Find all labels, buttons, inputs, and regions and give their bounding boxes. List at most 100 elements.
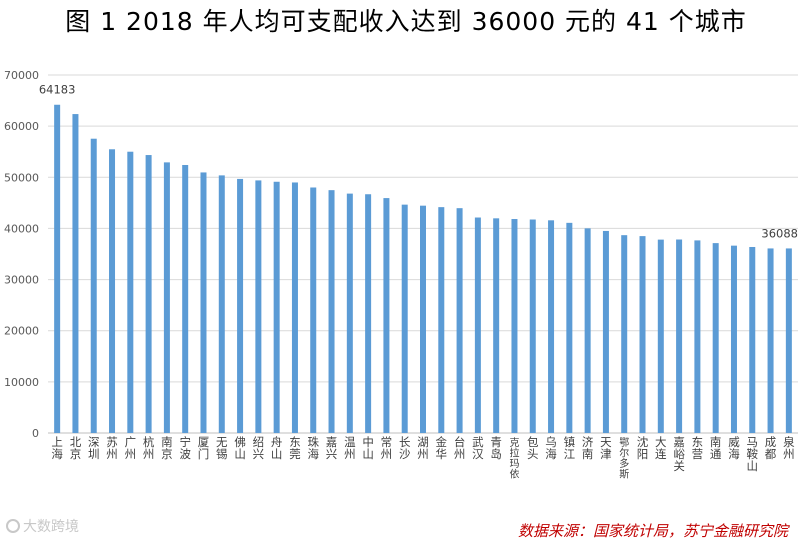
x-tick-label: 苏州	[106, 435, 118, 461]
watermark: 大数跨境	[6, 516, 79, 536]
x-tick-label: 镇江	[564, 435, 576, 461]
bar	[127, 151, 134, 433]
x-tick-label: 鄂尔多斯	[619, 437, 629, 481]
bar	[328, 190, 335, 433]
bar	[218, 175, 225, 433]
x-tick-label: 克拉玛依	[509, 437, 519, 481]
bar	[474, 217, 481, 433]
bar	[72, 114, 79, 434]
y-tick-label: 30000	[4, 274, 39, 287]
y-tick-label: 0	[32, 427, 39, 440]
x-tick-label: 宁波	[179, 435, 191, 461]
x-tick-label: 武汉	[472, 435, 484, 461]
x-tick-label: 深圳	[88, 435, 100, 461]
bar	[438, 207, 445, 433]
bar	[548, 220, 555, 433]
y-tick-label: 10000	[4, 376, 39, 389]
x-tick-label: 佛山	[234, 435, 246, 461]
x-tick-label: 珠海	[307, 435, 319, 461]
bar	[730, 245, 737, 433]
x-tick-label: 东营	[692, 435, 704, 461]
x-tick-label: 嘉峪关	[673, 435, 685, 473]
x-tick-label: 包头	[527, 435, 539, 461]
bar	[163, 162, 170, 434]
bar	[365, 194, 372, 433]
bar	[749, 246, 756, 433]
y-tick-label: 40000	[4, 222, 39, 235]
watermark-text: 大数跨境	[23, 519, 79, 535]
data-labels: 64183 36088	[39, 83, 798, 241]
x-tick-label: 乌海	[545, 435, 557, 461]
x-tick-label: 嘉兴	[326, 435, 338, 461]
x-tick-label: 威海	[728, 435, 740, 461]
page-title: 图 1 2018 年人均可支配收入达到 36000 元的 41 个城市	[65, 7, 747, 36]
bar	[657, 239, 664, 433]
x-tick-label: 舟山	[271, 435, 283, 461]
bar	[529, 219, 536, 433]
bar	[785, 248, 792, 433]
x-tick-label: 青岛	[490, 435, 502, 461]
x-tick-label: 南京	[161, 435, 173, 461]
bar	[712, 243, 719, 433]
bar	[566, 222, 573, 433]
bar	[383, 198, 390, 433]
x-tick-label: 东莞	[289, 435, 301, 461]
bar	[456, 208, 463, 433]
bar	[145, 155, 152, 433]
watermark-logo-icon	[6, 519, 20, 533]
bar	[420, 205, 426, 433]
bar	[602, 230, 609, 433]
y-tick-label: 50000	[4, 171, 39, 184]
bar	[493, 218, 500, 433]
bars	[54, 104, 792, 434]
x-tick-label: 大连	[655, 435, 667, 461]
bar	[90, 138, 97, 433]
x-tick-label: 成都	[765, 435, 777, 461]
x-tick-label: 广州	[125, 435, 137, 461]
bar	[182, 165, 189, 433]
x-tick-label: 天津	[600, 435, 612, 461]
x-tick-label: 马鞍山	[747, 435, 759, 473]
x-axis: 上海北京深圳苏州广州杭州南京宁波厦门无锡佛山绍兴舟山东莞珠海嘉兴温州中山常州长沙…	[51, 435, 795, 481]
x-tick-label: 南通	[710, 435, 722, 461]
bar	[694, 240, 701, 433]
x-tick-label: 厦门	[198, 435, 210, 461]
bar	[291, 182, 298, 433]
y-tick-label: 70000	[4, 69, 39, 82]
bar	[255, 180, 262, 433]
x-tick-label: 温州	[344, 435, 356, 461]
data-source: 数据来源：国家统计局，苏宁金融研究院	[517, 522, 788, 540]
x-tick-label: 湖州	[417, 435, 429, 461]
x-tick-label: 台州	[454, 435, 466, 461]
bar	[511, 219, 518, 433]
data-label: 64183	[39, 83, 76, 97]
x-tick-label: 泉州	[783, 435, 795, 461]
x-tick-label: 绍兴	[253, 435, 265, 461]
bar	[401, 204, 408, 433]
bar	[54, 104, 61, 433]
bar	[639, 236, 646, 433]
bar	[767, 248, 774, 433]
bar	[273, 181, 280, 433]
x-tick-label: 长沙	[399, 435, 411, 461]
x-tick-label: 沈阳	[637, 435, 649, 461]
y-tick-label: 20000	[4, 325, 39, 338]
x-tick-label: 中山	[362, 435, 374, 461]
data-label: 36088	[761, 226, 798, 240]
x-tick-label: 金华	[436, 435, 448, 461]
y-axis: 0 10000 20000 30000 40000 50000 60000 70000	[4, 69, 39, 440]
x-tick-label: 上海	[51, 435, 63, 461]
x-tick-label: 北京	[70, 435, 82, 461]
x-tick-label: 杭州	[143, 435, 155, 461]
bar	[109, 149, 116, 433]
bar	[584, 228, 591, 433]
x-tick-label: 无锡	[216, 435, 228, 461]
bar	[237, 178, 244, 433]
x-tick-label: 济南	[582, 435, 594, 461]
y-tick-label: 60000	[4, 120, 39, 133]
bar	[621, 235, 628, 433]
x-tick-label: 常州	[381, 435, 393, 461]
bar	[200, 172, 207, 433]
bar	[676, 239, 683, 433]
